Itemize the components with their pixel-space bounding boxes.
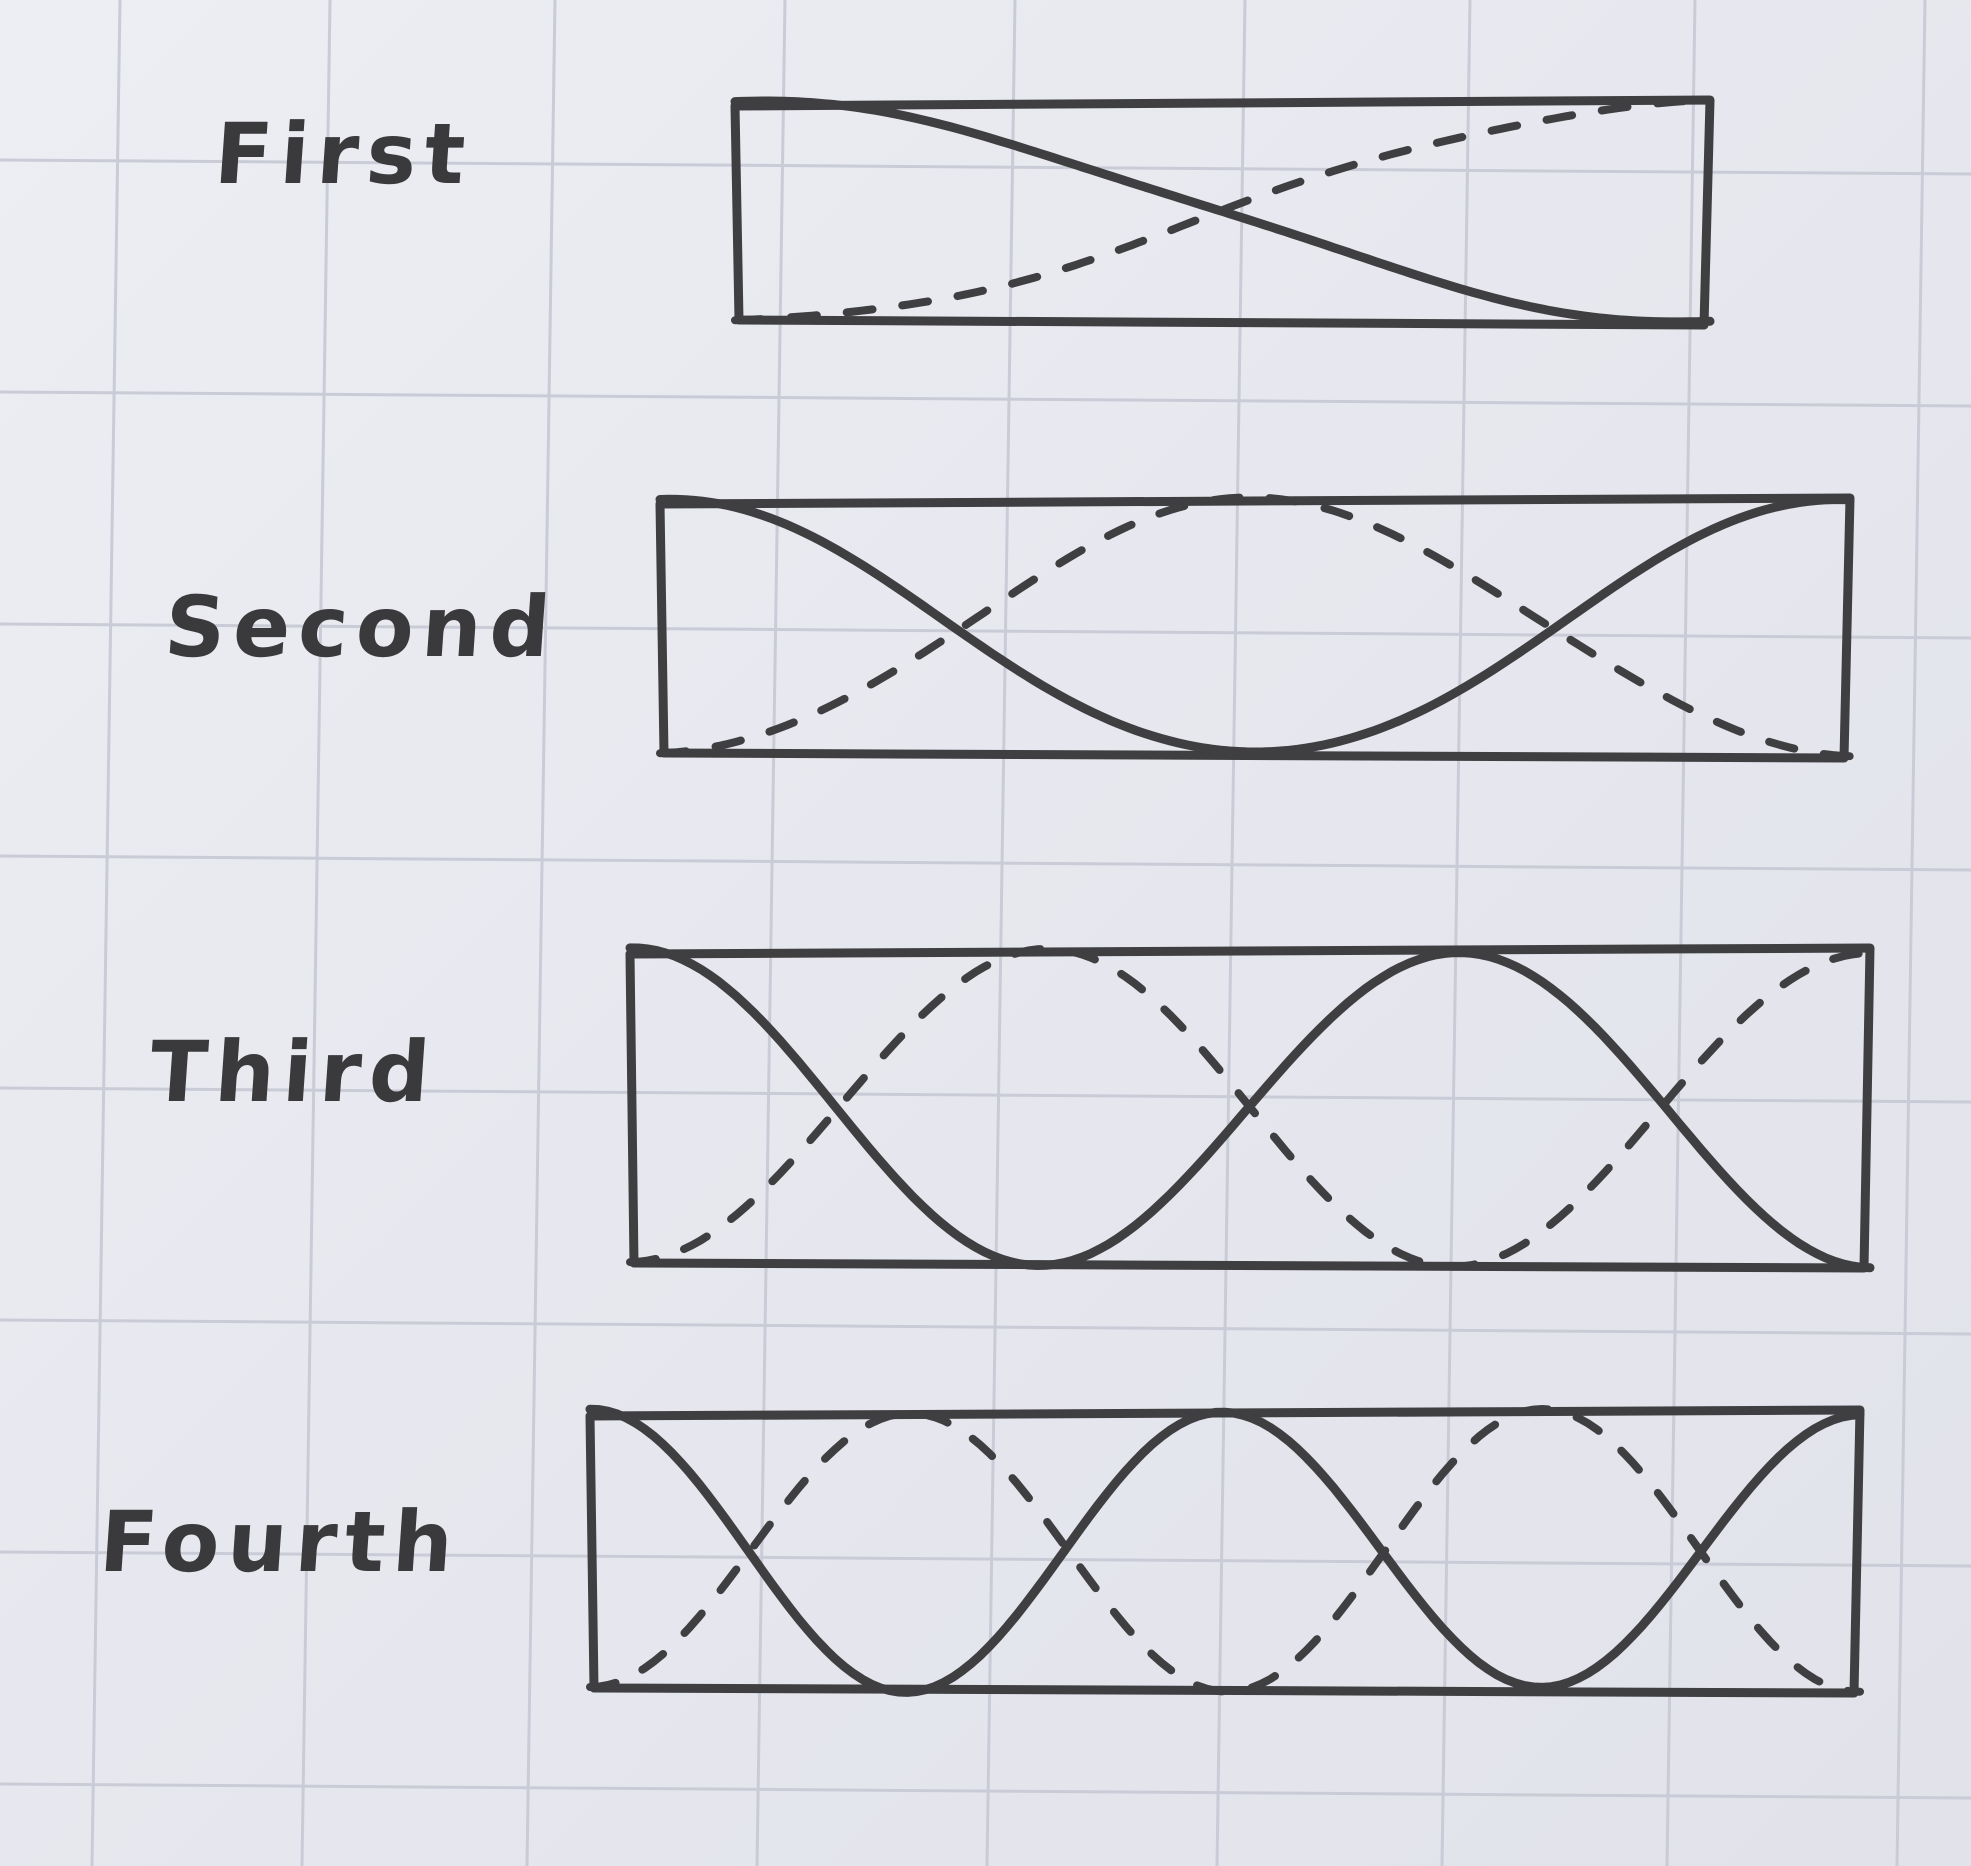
- dashed-curve-fourth: [586, 1404, 1864, 1696]
- grid-line-vertical: [1215, 0, 1247, 1866]
- grid-line-vertical: [1665, 0, 1697, 1866]
- grid-line-vertical: [1440, 0, 1472, 1866]
- grid-line-horizontal: [0, 622, 1971, 640]
- grid-line-vertical: [755, 0, 787, 1866]
- mode-frame-fourth: [585, 1405, 1865, 1698]
- grid-line-vertical: [90, 0, 122, 1866]
- mode-panel-fourth: [585, 1404, 1865, 1698]
- grid-line-vertical: [1895, 0, 1927, 1866]
- grid-line-vertical: [985, 0, 1017, 1866]
- dashed-curve-first: [731, 96, 1714, 325]
- grid-line-horizontal: [0, 1086, 1971, 1104]
- mode-panel-second: [655, 493, 1855, 763]
- grid-line-horizontal: [0, 1318, 1971, 1336]
- solid-curve-fourth: [585, 1404, 1865, 1697]
- dashed-curve-third: [626, 944, 1874, 1271]
- solid-curve-second: [655, 494, 1855, 757]
- grid-line-horizontal: [0, 158, 1971, 176]
- mode-frame-second: [655, 493, 1855, 763]
- grid-line-horizontal: [0, 1782, 1971, 1800]
- dashed-curve-second: [656, 493, 1854, 761]
- grid-line-horizontal: [0, 390, 1971, 408]
- mode-panel-third: [625, 943, 1875, 1273]
- mode-panel-first: [730, 95, 1715, 330]
- grid-line-horizontal: [0, 854, 1971, 872]
- grid-line-horizontal: [0, 1550, 1971, 1568]
